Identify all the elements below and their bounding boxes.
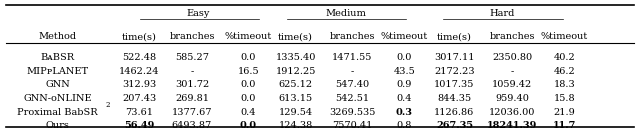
Text: 15.8: 15.8 <box>554 94 575 103</box>
Text: 11.7: 11.7 <box>553 121 576 130</box>
Text: 1017.35: 1017.35 <box>434 80 475 89</box>
Text: 542.51: 542.51 <box>335 94 369 103</box>
Text: 2350.80: 2350.80 <box>492 53 532 62</box>
Text: 522.48: 522.48 <box>122 53 157 62</box>
Text: 0.0: 0.0 <box>397 53 412 62</box>
Text: 129.54: 129.54 <box>278 108 313 117</box>
Text: 0.0: 0.0 <box>241 80 256 89</box>
Text: 585.27: 585.27 <box>175 53 209 62</box>
Text: Medium: Medium <box>325 9 366 18</box>
Text: 40.2: 40.2 <box>554 53 575 62</box>
Text: 73.61: 73.61 <box>125 108 154 117</box>
Text: 56.49: 56.49 <box>124 121 155 130</box>
Text: 301.72: 301.72 <box>175 80 209 89</box>
Text: 625.12: 625.12 <box>278 80 313 89</box>
Text: 12036.00: 12036.00 <box>489 108 535 117</box>
Text: 124.38: 124.38 <box>278 121 313 130</box>
Text: GNN: GNN <box>45 80 70 89</box>
Text: 1335.40: 1335.40 <box>275 53 316 62</box>
Text: Proximal BabSR: Proximal BabSR <box>17 108 98 117</box>
Text: 269.81: 269.81 <box>175 94 209 103</box>
Text: Ours: Ours <box>45 121 70 130</box>
Text: time(s): time(s) <box>278 32 313 41</box>
Text: 21.9: 21.9 <box>554 108 575 117</box>
Text: 1059.42: 1059.42 <box>492 80 532 89</box>
Text: 267.35: 267.35 <box>436 121 473 130</box>
Text: 6493.87: 6493.87 <box>172 121 212 130</box>
Text: -: - <box>510 67 514 76</box>
Text: BᴀBSR: BᴀBSR <box>40 53 75 62</box>
Text: 2172.23: 2172.23 <box>434 67 475 76</box>
Text: 43.5: 43.5 <box>394 67 415 76</box>
Text: branches: branches <box>169 32 215 41</box>
Text: %timeout: %timeout <box>381 32 428 41</box>
Text: Hard: Hard <box>490 9 515 18</box>
Text: %timeout: %timeout <box>541 32 588 41</box>
Text: 0.4: 0.4 <box>241 108 256 117</box>
Text: 1126.86: 1126.86 <box>435 108 474 117</box>
Text: 0.8: 0.8 <box>397 121 412 130</box>
Text: 0.4: 0.4 <box>397 94 412 103</box>
Text: 0.0: 0.0 <box>241 94 256 103</box>
Text: %timeout: %timeout <box>225 32 272 41</box>
Text: branches: branches <box>489 32 535 41</box>
Text: Easy: Easy <box>187 9 210 18</box>
Text: branches: branches <box>329 32 375 41</box>
Text: 312.93: 312.93 <box>122 80 157 89</box>
Text: 1462.24: 1462.24 <box>119 67 160 76</box>
Text: 3017.11: 3017.11 <box>434 53 475 62</box>
Text: 0.0: 0.0 <box>240 121 257 130</box>
Text: 7570.41: 7570.41 <box>332 121 372 130</box>
Text: 46.2: 46.2 <box>554 67 575 76</box>
Text: 1377.67: 1377.67 <box>172 108 212 117</box>
Text: 844.35: 844.35 <box>437 94 472 103</box>
Text: 3269.535: 3269.535 <box>329 108 375 117</box>
Text: 613.15: 613.15 <box>278 94 313 103</box>
Text: 0.9: 0.9 <box>397 80 412 89</box>
Text: time(s): time(s) <box>437 32 472 41</box>
Text: 1471.55: 1471.55 <box>332 53 372 62</box>
Text: 547.40: 547.40 <box>335 80 369 89</box>
Text: 1912.25: 1912.25 <box>275 67 316 76</box>
Text: 207.43: 207.43 <box>122 94 157 103</box>
Text: -: - <box>190 67 194 76</box>
Text: GNN-ᴏNLINE: GNN-ᴏNLINE <box>23 94 92 103</box>
Text: Method: Method <box>38 32 77 41</box>
Text: 18.3: 18.3 <box>554 80 575 89</box>
Text: time(s): time(s) <box>122 32 157 41</box>
Text: 2: 2 <box>106 101 110 109</box>
Text: 16.5: 16.5 <box>237 67 259 76</box>
Text: 0.0: 0.0 <box>241 53 256 62</box>
Text: -: - <box>350 67 354 76</box>
Text: 18241.39: 18241.39 <box>487 121 537 130</box>
Text: 0.3: 0.3 <box>396 108 413 117</box>
Text: MIPᴘLANET: MIPᴘLANET <box>26 67 89 76</box>
Text: 959.40: 959.40 <box>495 94 529 103</box>
